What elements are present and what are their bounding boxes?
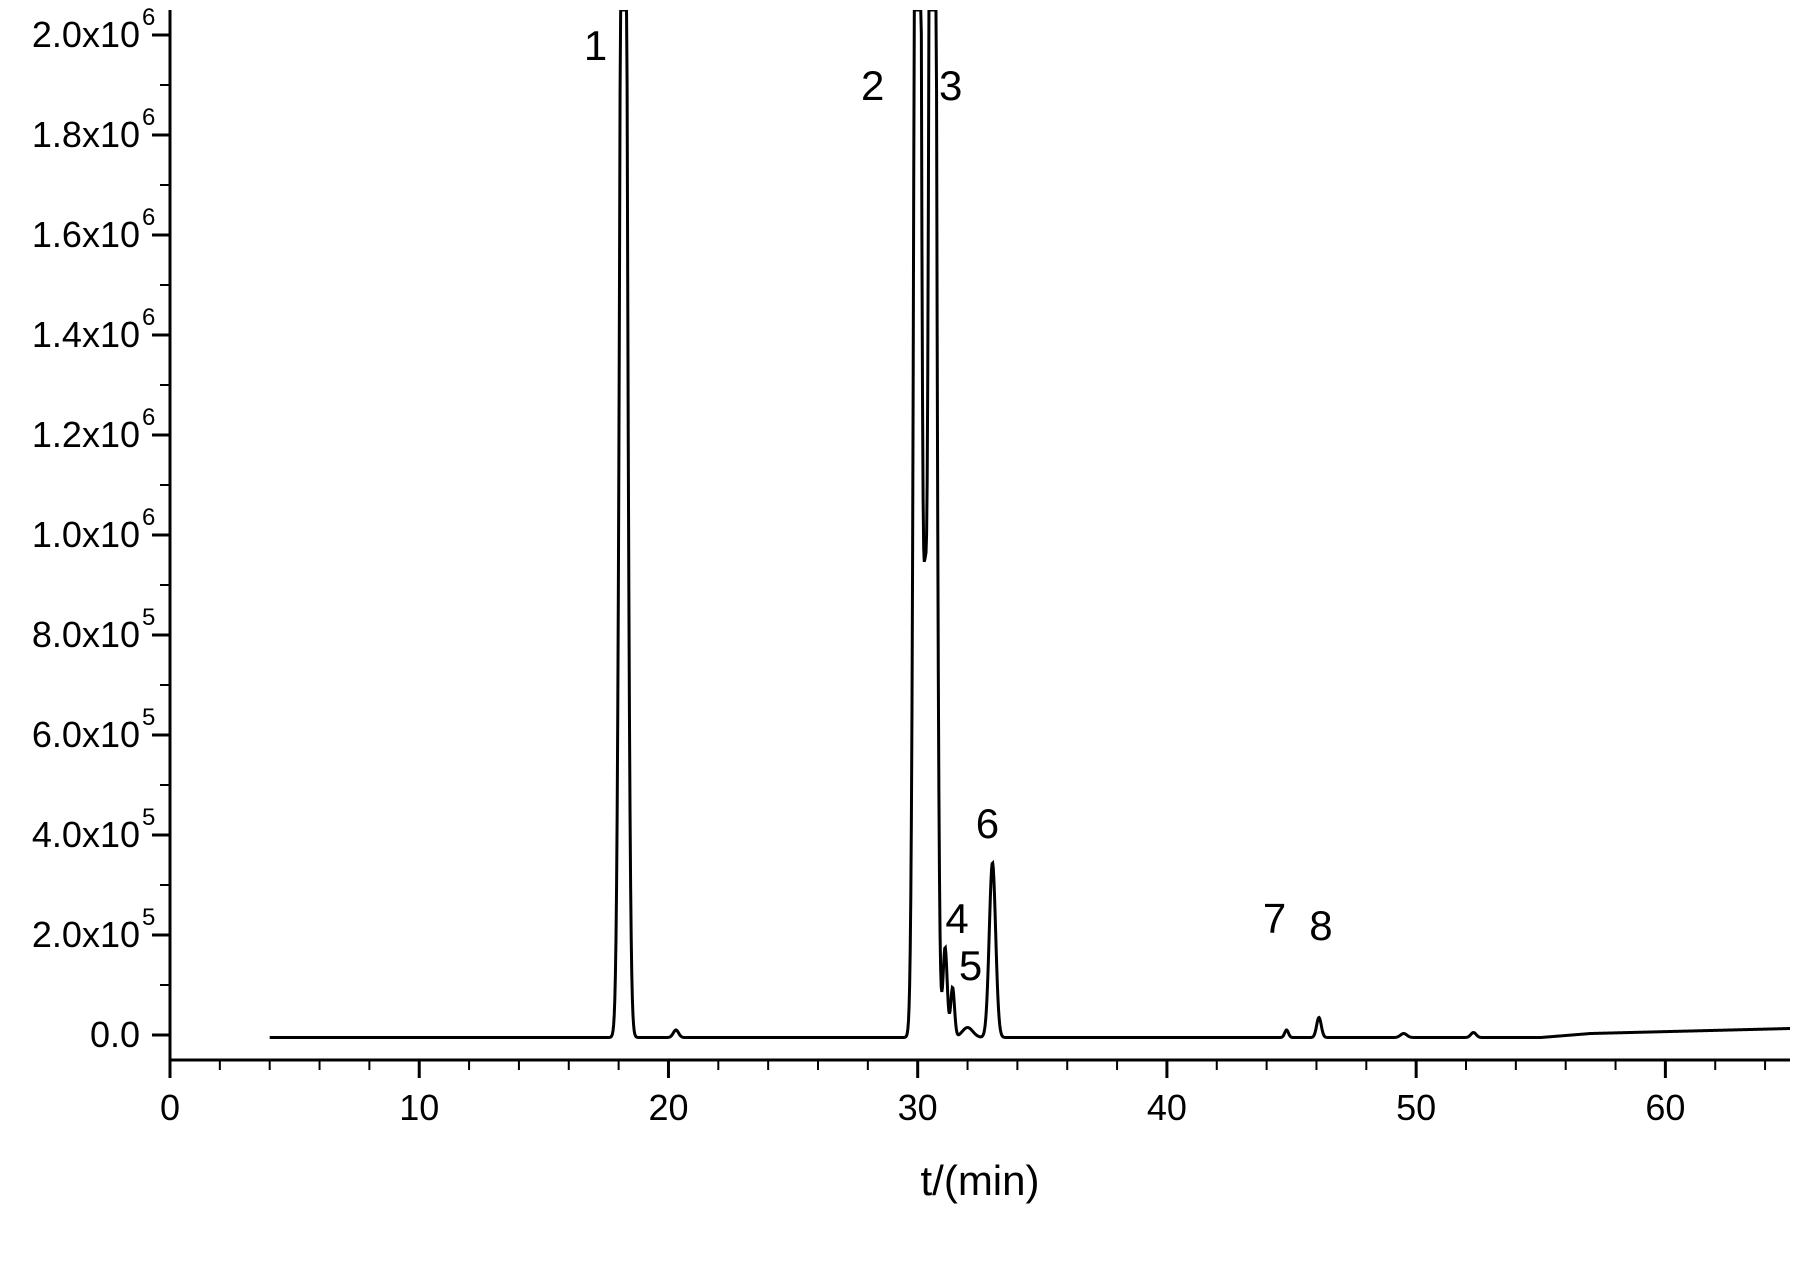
peak-label-7: 7 <box>1263 895 1286 942</box>
y-tick-label: 4.0x10 <box>32 814 140 855</box>
chromatogram-chart: 0102030405060t/(min)0.02.0x1054.0x1056.0… <box>0 0 1807 1278</box>
y-tick-label: 1.2x10 <box>32 414 140 455</box>
y-tick-label: 2.0x10 <box>32 14 140 55</box>
x-ticks: 0 10 20 30 40 50 60 <box>160 1060 1765 1128</box>
y-tick-exp: 5 <box>142 604 155 631</box>
peak-label-2: 2 <box>861 62 884 109</box>
y-tick-label: 1.0x10 <box>32 514 140 555</box>
y-ticks: 0.02.0x1054.0x1056.0x1058.0x1051.0x1061.… <box>32 4 170 1055</box>
y-tick-exp: 6 <box>142 4 155 31</box>
y-tick-exp: 6 <box>142 404 155 431</box>
x-tick-label: 0 <box>160 1087 180 1128</box>
y-tick-label: 8.0x10 <box>32 614 140 655</box>
y-tick-exp: 6 <box>142 104 155 131</box>
peak-label-3: 3 <box>939 62 962 109</box>
y-tick-exp: 5 <box>142 804 155 831</box>
y-tick-label: 1.4x10 <box>32 314 140 355</box>
y-tick-exp: 5 <box>142 704 155 731</box>
x-tick-label: 30 <box>898 1087 938 1128</box>
y-tick-label: 6.0x10 <box>32 714 140 755</box>
peak-label-8: 8 <box>1309 902 1332 949</box>
y-tick-exp: 6 <box>142 304 155 331</box>
peak-label-4: 4 <box>945 895 968 942</box>
chart-svg: 0102030405060t/(min)0.02.0x1054.0x1056.0… <box>0 0 1807 1278</box>
x-tick-label: 50 <box>1396 1087 1436 1128</box>
x-axis-title: t/(min) <box>921 1157 1040 1204</box>
chromatogram-trace <box>270 10 1790 1038</box>
peak-label-6: 6 <box>976 800 999 847</box>
y-tick-exp: 6 <box>142 204 155 231</box>
x-tick-label: 10 <box>399 1087 439 1128</box>
peak-label-1: 1 <box>584 22 607 69</box>
x-tick-label: 40 <box>1147 1087 1187 1128</box>
y-tick-label: 1.6x10 <box>32 214 140 255</box>
x-tick-label: 60 <box>1645 1087 1685 1128</box>
x-tick-label: 20 <box>648 1087 688 1128</box>
y-tick-exp: 5 <box>142 904 155 931</box>
y-tick-exp: 6 <box>142 504 155 531</box>
peak-label-5: 5 <box>959 942 982 989</box>
y-tick-label: 2.0x10 <box>32 914 140 955</box>
y-tick-label: 1.8x10 <box>32 114 140 155</box>
y-tick-label: 0.0 <box>90 1014 140 1055</box>
